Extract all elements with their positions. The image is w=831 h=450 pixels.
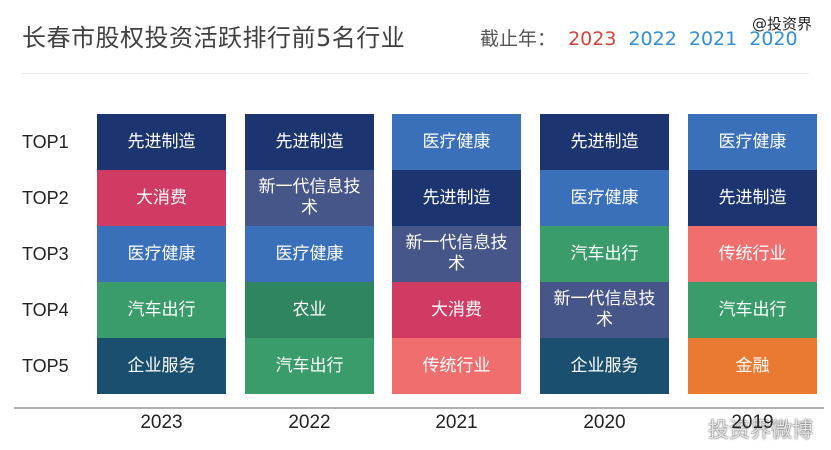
cell-2020-top4: 新一代信息技术 [540, 282, 669, 338]
cutoff-year-2021: 2021 [688, 28, 738, 50]
row-label-top1: TOP1 [22, 132, 69, 152]
chart-title: 长春市股权投资活跃排行前5名行业 [22, 24, 406, 52]
cell-2021-top3: 新一代信息技术 [392, 226, 521, 282]
cell-2023-top2: 大消费 [97, 170, 226, 226]
cutoff-label: 截止年： [480, 28, 557, 50]
x-tick-label-2023: 2023 [140, 412, 183, 433]
row-label-top5: TOP5 [22, 356, 69, 376]
cell-2022-top4: 农业 [245, 282, 374, 338]
cell-2022-top3: 医疗健康 [245, 226, 374, 282]
cell-2022-top5: 汽车出行 [245, 338, 374, 394]
cell-2023-top4: 汽车出行 [97, 282, 226, 338]
header-divider [22, 73, 809, 74]
weibo-icon [677, 420, 703, 439]
cell-2019-top3: 传统行业 [688, 226, 817, 282]
watermark-bottom: 投资界微博 [676, 414, 813, 444]
x-tick-label-2019: 2019 [731, 412, 774, 433]
cell-2019-top1: 医疗健康 [688, 114, 817, 170]
cell-2023-top5: 企业服务 [97, 338, 226, 394]
x-tick-label-2021: 2021 [435, 412, 478, 433]
cell-2021-top5: 传统行业 [392, 338, 521, 394]
cell-2020-top5: 企业服务 [540, 338, 669, 394]
row-label-top3: TOP3 [22, 244, 69, 264]
cell-2022-top1: 先进制造 [245, 114, 374, 170]
cutoff-legend: 截止年： 2023 2022 2021 2020 [480, 24, 798, 51]
cell-2020-top2: 医疗健康 [540, 170, 669, 226]
cell-2020-top1: 先进制造 [540, 114, 669, 170]
watermark-bottom-text: 投资界微博 [708, 418, 813, 442]
cell-2022-top2: 新一代信息技术 [245, 170, 374, 226]
cell-2023-top3: 医疗健康 [97, 226, 226, 282]
x-tick-label-2020: 2020 [583, 412, 626, 433]
cell-2019-top5: 金融 [688, 338, 817, 394]
cell-2019-top4: 汽车出行 [688, 282, 817, 338]
x-axis-line [14, 407, 824, 409]
cell-2023-top1: 先进制造 [97, 114, 226, 170]
cutoff-year-2020: 2020 [749, 28, 798, 50]
cutoff-year-2022: 2022 [628, 28, 677, 50]
row-label-top2: TOP2 [22, 188, 69, 208]
x-tick-label-2022: 2022 [288, 412, 331, 433]
cell-2021-top2: 先进制造 [392, 170, 521, 226]
watermark-top: @投资界 [752, 15, 813, 33]
cell-2019-top2: 先进制造 [688, 170, 817, 226]
cell-2021-top4: 大消费 [392, 282, 521, 338]
cutoff-year-2023: 2023 [568, 28, 617, 50]
cell-2020-top3: 汽车出行 [540, 226, 669, 282]
row-label-top4: TOP4 [22, 300, 69, 320]
cell-2021-top1: 医疗健康 [392, 114, 521, 170]
